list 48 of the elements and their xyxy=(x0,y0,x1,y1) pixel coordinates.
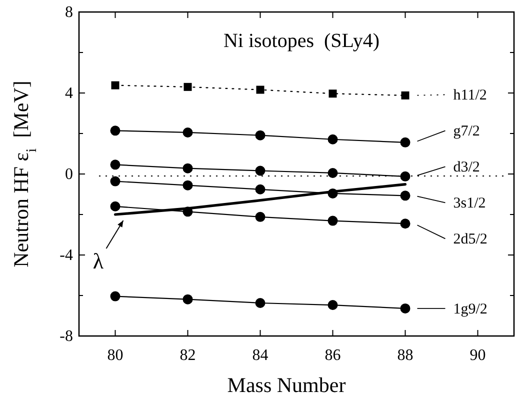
point xyxy=(328,300,338,310)
point xyxy=(255,212,266,222)
legend-label: 2d5/2 xyxy=(453,232,488,248)
point xyxy=(256,86,264,94)
y-tick-label: 4 xyxy=(65,85,73,102)
point xyxy=(255,166,266,176)
x-axis-title: Mass Number xyxy=(227,373,346,397)
point xyxy=(328,168,338,178)
series-label: λ xyxy=(92,248,104,274)
point xyxy=(110,291,120,302)
point xyxy=(328,90,337,98)
legend-label: 1g9/2 xyxy=(453,301,488,318)
point xyxy=(182,180,193,190)
point xyxy=(182,294,193,304)
x-tick-label: 88 xyxy=(397,347,414,364)
point xyxy=(255,184,266,194)
legend-label: h11/2 xyxy=(453,88,487,104)
text: Ni isotopes (SLy4) xyxy=(223,30,380,52)
point xyxy=(400,303,410,314)
y-tick-label: 8 xyxy=(65,4,73,21)
x-tick-label: 84 xyxy=(252,347,268,364)
point xyxy=(401,91,410,100)
point xyxy=(328,134,338,144)
point xyxy=(110,160,120,170)
legend-label: 3s1/2 xyxy=(453,196,486,212)
point xyxy=(328,216,338,226)
point xyxy=(182,163,193,174)
point xyxy=(110,126,120,136)
x-tick-label: 90 xyxy=(470,347,486,364)
point xyxy=(255,130,266,140)
y-tick-label: -8 xyxy=(60,328,73,345)
point xyxy=(255,298,266,308)
legend-label: d3/2 xyxy=(453,160,480,176)
point xyxy=(111,81,120,90)
point xyxy=(400,137,410,148)
point xyxy=(400,171,410,182)
point xyxy=(184,82,192,91)
point xyxy=(110,201,120,212)
x-tick-label: 80 xyxy=(107,347,124,364)
point xyxy=(110,176,120,186)
legend-label: g7/2 xyxy=(453,124,480,140)
y-tick-label: 0 xyxy=(65,166,73,183)
point xyxy=(400,190,410,201)
point xyxy=(400,218,410,229)
y-tick-label: -4 xyxy=(60,247,73,264)
x-tick-label: 86 xyxy=(324,347,341,364)
x-tick-label: 82 xyxy=(180,347,196,364)
point xyxy=(182,127,193,138)
